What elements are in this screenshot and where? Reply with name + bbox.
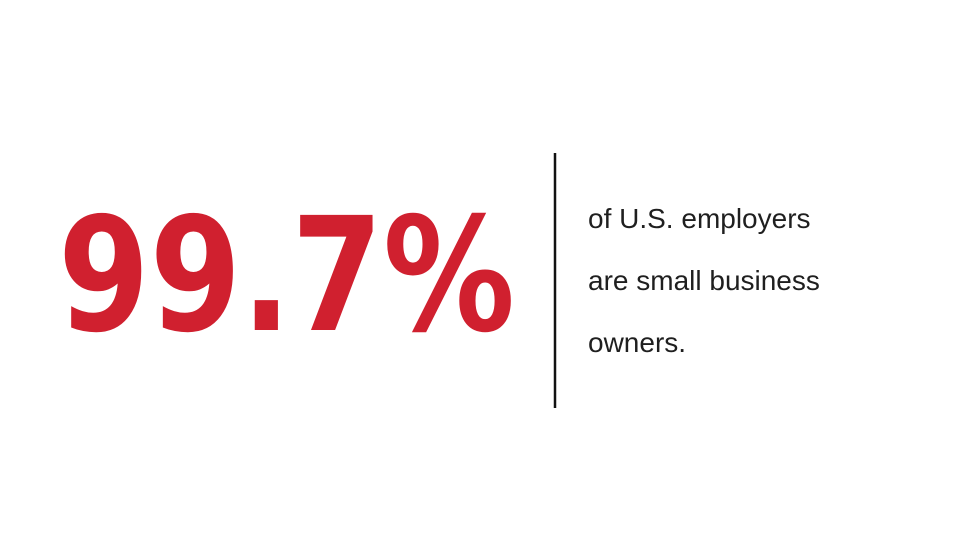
description-line: owners. [588,327,686,358]
stat-description: of U.S. employers are small business owner… [588,203,820,358]
stat-value: 99.7% [58,184,515,368]
description-line: are small business [588,265,820,296]
description-line: of U.S. employers [588,203,811,234]
